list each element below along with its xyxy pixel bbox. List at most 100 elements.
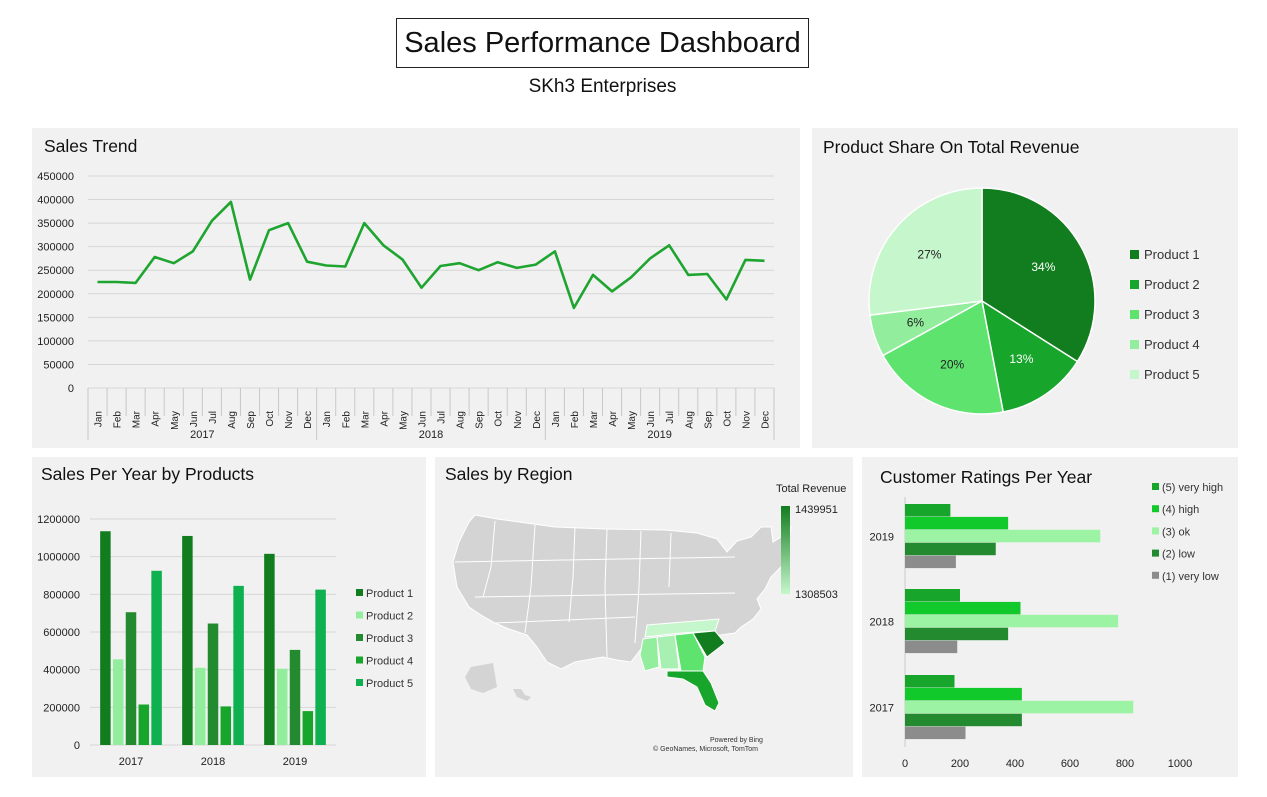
trend-month-label: Oct — [265, 411, 276, 427]
spy-ytick-label: 1000000 — [37, 552, 80, 564]
state-alaska — [465, 663, 497, 693]
rating-year-label: 2018 — [870, 616, 894, 628]
pie-slice — [868, 187, 983, 317]
spy-bar — [264, 553, 275, 745]
trend-month-label: Oct — [494, 411, 505, 427]
trend-month-label: Sep — [246, 411, 257, 429]
trend-month-label: Nov — [284, 411, 295, 429]
map-credit-sources: © GeoNames, Microsoft, TomTom — [653, 745, 758, 753]
spy-bar — [112, 659, 124, 745]
sales-trend-chart: 450000 400000 350000 300000 250000 200000 1500… — [37, 171, 775, 441]
trend-month-label: Apr — [608, 410, 619, 426]
spy-legend-label: Product 1 — [366, 588, 413, 600]
trend-month-label: Jun — [189, 411, 200, 427]
trend-month-label: Jan — [551, 411, 562, 427]
spy-bar — [302, 711, 314, 745]
trend-month-label: Aug — [456, 411, 467, 429]
spy-xtick-label: 2017 — [119, 756, 143, 768]
ratings-title: Customer Ratings Per Year — [880, 467, 1093, 487]
pie-legend-swatch — [1130, 370, 1139, 379]
trend-year-label: 2018 — [419, 429, 443, 441]
pie-legend-swatch — [1130, 280, 1139, 289]
trend-month-label: Jul — [208, 411, 219, 424]
trend-ytick-label: 400000 — [37, 195, 74, 207]
pie-value-label: 34% — [1031, 260, 1055, 274]
product-share-panel[interactable]: Product Share On Total Revenue 34% 13% 20%… — [812, 128, 1238, 448]
pie-legend-label: Product 5 — [1144, 367, 1200, 382]
state-mississippi — [639, 636, 660, 672]
sales-trend-panel[interactable]: Sales Trend 450000 400000 350000 300000 2500… — [32, 128, 800, 448]
rating-bar — [905, 589, 960, 602]
trend-month-label: May — [627, 411, 638, 430]
trend-month-label: Jan — [322, 411, 333, 427]
trend-month-label: Feb — [570, 411, 581, 429]
sales-per-year-title: Sales Per Year by Products — [41, 464, 255, 484]
rating-bar — [905, 726, 966, 740]
trend-month-label: Dec — [303, 411, 314, 429]
rating-legend-swatch — [1152, 571, 1159, 579]
ratings-panel[interactable]: Customer Ratings Per Year 2019 2018 2017 0 2… — [862, 457, 1238, 777]
trend-month-label: May — [170, 411, 181, 430]
pie-value-label: 20% — [940, 357, 964, 371]
rating-bar — [905, 675, 955, 688]
rating-year-label: 2017 — [870, 702, 894, 714]
pie-legend-label: Product 1 — [1144, 247, 1200, 262]
spy-legend-swatch — [356, 634, 363, 641]
rating-bar — [905, 700, 1134, 714]
dashboard-subtitle: SKh3 Enterprises — [528, 76, 677, 97]
state-georgia — [674, 632, 706, 672]
spy-bar — [315, 589, 326, 745]
pie-legend-label: Product 4 — [1144, 337, 1200, 352]
state-alabama — [656, 634, 680, 670]
spy-ytick-label: 400000 — [43, 665, 80, 677]
spy-legend-label: Product 2 — [366, 611, 413, 623]
trend-month-label: May — [398, 411, 409, 430]
region-legend-title: Total Revenue — [776, 483, 846, 495]
spy-xtick-label: 2019 — [283, 756, 307, 768]
state-south-carolina — [692, 630, 726, 658]
us-map[interactable]: Total Revenue 1439951 1308503 Powered by… — [435, 457, 853, 777]
trend-ytick-label: 250000 — [37, 265, 74, 277]
rating-bar — [905, 504, 951, 517]
sales-per-year-panel[interactable]: Sales Per Year by Products 1200000 100000… — [32, 457, 426, 777]
pie-legend-swatch — [1130, 250, 1139, 259]
spy-legend-label: Product 5 — [366, 678, 413, 690]
dashboard-title-box: Sales Performance Dashboard — [396, 18, 809, 68]
pie-value-label: 6% — [907, 316, 925, 330]
spy-legend-swatch — [356, 679, 363, 686]
trend-month-label: Feb — [113, 411, 124, 429]
state-florida — [666, 670, 720, 712]
rating-legend-label: (2) low — [1162, 549, 1195, 561]
map-credit-bing: Powered by Bing — [710, 737, 763, 744]
rating-xtick-label: 600 — [1061, 758, 1079, 770]
pie-legend-swatch — [1130, 340, 1139, 349]
trend-ytick-label: 450000 — [37, 171, 74, 183]
rating-legend-label: (4) high — [1162, 504, 1199, 516]
trend-month-label: Jun — [417, 411, 428, 427]
spy-bar — [125, 612, 137, 745]
sales-region-title: Sales by Region — [445, 464, 573, 484]
sales-region-panel[interactable]: Sales by Region Total Revenue 1439951 — [435, 457, 853, 777]
dashboard-title: Sales Performance Dashboard — [404, 26, 801, 59]
product-share-chart: 34% 13% 20% 6% 27% Product 1 Product 2 Product… — [868, 187, 1200, 415]
trend-year-label: 2017 — [190, 429, 214, 441]
trend-month-label: Mar — [589, 410, 600, 428]
rating-bar — [905, 516, 1009, 530]
rating-year-label: 2019 — [870, 531, 894, 543]
trend-month-label: Jul — [665, 411, 676, 424]
rating-bar — [905, 555, 956, 569]
us-mainland-shape — [452, 514, 792, 670]
pie-legend-swatch — [1130, 310, 1139, 319]
trend-ytick-label: 0 — [68, 383, 74, 395]
rating-xtick-label: 1000 — [1168, 758, 1192, 770]
rating-legend-label: (3) ok — [1162, 526, 1191, 538]
pie-slice — [881, 299, 1005, 415]
trend-ytick-label: 350000 — [37, 218, 74, 230]
rating-xtick-label: 0 — [902, 758, 908, 770]
trend-month-label: Nov — [741, 411, 752, 429]
region-legend-min: 1308503 — [795, 589, 838, 601]
pie-value-label: 27% — [917, 248, 941, 262]
rating-legend-label: (1) very low — [1162, 571, 1219, 583]
sales-trend-line — [97, 200, 765, 310]
trend-ytick-label: 100000 — [37, 336, 74, 348]
